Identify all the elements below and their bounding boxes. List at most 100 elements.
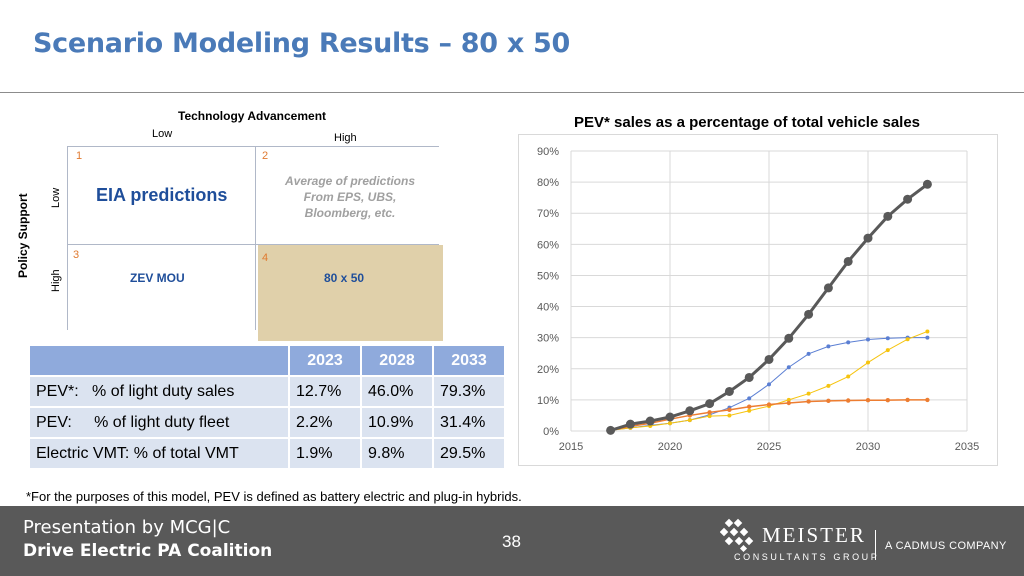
data-point [905, 397, 910, 403]
x-tick-label: 2030 [856, 441, 880, 453]
table-cell: 31.4% [432, 406, 506, 439]
data-point [846, 340, 851, 345]
data-point [747, 408, 752, 413]
data-point [668, 421, 672, 426]
table-cell: 2.2% [288, 406, 362, 439]
data-point [843, 256, 853, 266]
x-tick-label: 2015 [559, 441, 583, 453]
table-row: Electric VMT: % of total VMT 1.9% 9.8% 2… [28, 437, 506, 470]
chart-frame: 0% 10% 20% 30% 40% 50% 60% 70% 80% 90% 2015 2020 202… [518, 134, 998, 466]
data-point [665, 412, 675, 422]
data-point [806, 399, 811, 404]
matrix-top-line [67, 146, 439, 147]
table-row: PEV: % of light duty fleet 2.2% 10.9% 31… [28, 406, 506, 439]
scenario-matrix: Technology Advancement Low High Policy S… [0, 100, 500, 345]
80x50-label: 80 x 50 [324, 271, 365, 285]
meister-logo-icon [720, 518, 754, 553]
policy-high-label: High [50, 269, 62, 292]
pev-sales-chart: 0% 10% 20% 30% 40% 50% 60% 70% 80% 90% 2015 2020 202… [537, 146, 979, 453]
table-cell: 1.9% [288, 437, 362, 470]
data-point [764, 354, 774, 364]
data-point [866, 360, 870, 365]
policy-axis-label: Policy Support [16, 193, 30, 278]
table-cell: 79.3% [432, 375, 506, 408]
matrix-middle-line [67, 244, 439, 245]
data-point [883, 211, 893, 221]
data-point [865, 398, 871, 403]
table-cell: 46.0% [360, 375, 434, 408]
results-table: 2023 2028 2033 PEV*: % of light duty sal… [28, 344, 506, 470]
quadrant-2-number: 2 [262, 150, 269, 162]
y-tick-label: 80% [537, 177, 559, 189]
zev-mou-label: ZEV MOU [130, 271, 185, 285]
data-point [885, 348, 890, 353]
eia-predictions-label: EIA predictions [96, 185, 228, 205]
quadrant-4-number: 4 [262, 252, 269, 264]
quadrant-1-number: 1 [76, 150, 83, 162]
average-line-3: Bloomberg, etc. [304, 206, 396, 220]
footnote: *For the purposes of this model, PEV is … [26, 489, 522, 504]
table-row: PEV*: % of light duty sales 12.7% 46.0% … [28, 375, 506, 408]
table-cell: 10.9% [360, 406, 434, 439]
technology-high-label: High [334, 132, 357, 144]
data-point [863, 233, 873, 243]
table-header-cell: 2028 [360, 344, 434, 377]
data-point [925, 329, 930, 334]
data-point [804, 309, 814, 319]
y-tick-label: 60% [537, 239, 559, 251]
data-point [687, 418, 692, 423]
y-tick-label: 30% [537, 333, 559, 345]
footer-bar: Presentation by MCG|C Drive Electric PA … [0, 506, 1024, 576]
technology-axis-label: Technology Advancement [178, 109, 327, 123]
data-point [784, 333, 794, 343]
data-point [747, 404, 752, 409]
data-point [724, 386, 734, 396]
data-point [786, 397, 791, 402]
data-point [823, 283, 833, 293]
y-tick-label: 20% [537, 364, 559, 376]
y-tick-label: 10% [537, 395, 559, 407]
data-point [645, 416, 655, 426]
table-cell: Electric VMT: % of total VMT [28, 437, 290, 470]
logo-divider [875, 530, 876, 560]
data-point [727, 407, 732, 413]
table-header-cell [28, 344, 290, 377]
average-line-1: Average of predictions [284, 174, 416, 188]
data-point [606, 425, 616, 435]
table-cell: 9.8% [360, 437, 434, 470]
y-tick-label: 0% [543, 426, 559, 438]
table-cell: PEV: % of light duty fleet [28, 406, 290, 439]
x-tick-label: 2035 [955, 441, 979, 453]
data-point [922, 179, 932, 189]
presentation-credit: Presentation by MCG|C [23, 517, 231, 538]
y-tick-label: 90% [537, 146, 559, 158]
data-point [826, 344, 831, 349]
y-tick-label: 70% [537, 208, 559, 220]
cadmus-company-label: A CADMUS COMPANY [885, 540, 1007, 552]
table-cell: 29.5% [432, 437, 506, 470]
data-point [846, 374, 851, 379]
data-point [866, 337, 870, 342]
table-cell: 12.7% [288, 375, 362, 408]
data-point [826, 383, 831, 388]
data-point [625, 419, 635, 429]
y-tick-label: 50% [537, 270, 559, 282]
average-predictions-label: Average of predictions From EPS, UBS, Bl… [270, 173, 430, 221]
data-point [806, 351, 811, 356]
data-point [826, 398, 831, 404]
data-point [705, 399, 715, 409]
data-point [767, 382, 771, 387]
x-tick-label: 2025 [757, 441, 781, 453]
data-point [925, 335, 930, 340]
table-header-cell: 2033 [432, 344, 506, 377]
data-point [905, 337, 910, 342]
x-tick-label: 2020 [658, 441, 682, 453]
data-point [786, 365, 791, 370]
table-cell: PEV*: % of light duty sales [28, 375, 290, 408]
data-point [786, 400, 791, 406]
meister-logo-subtitle: CONSULTANTS GROUP [734, 552, 880, 562]
y-tick-label: 40% [537, 302, 559, 314]
data-point [885, 336, 890, 341]
page-number: 38 [502, 532, 521, 551]
quadrant-3-number: 3 [73, 249, 80, 261]
